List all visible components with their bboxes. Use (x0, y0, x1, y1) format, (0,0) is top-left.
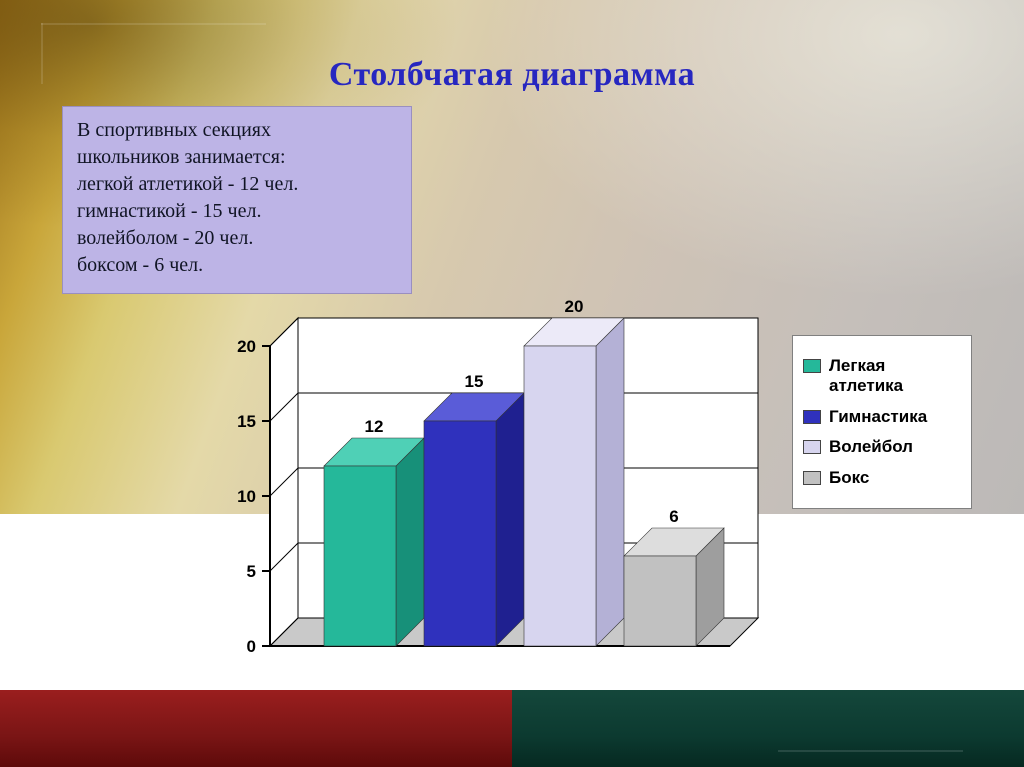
svg-text:6: 6 (669, 507, 678, 526)
svg-text:10: 10 (237, 487, 256, 506)
legend-label: Легкая атлетика (829, 356, 961, 397)
svg-text:20: 20 (565, 297, 584, 316)
chart-title: Столбчатая диаграмма (0, 56, 1024, 94)
legend-label: Гимнастика (829, 407, 961, 427)
description-line: В спортивных секциях (77, 117, 397, 144)
legend-swatch (803, 440, 821, 454)
svg-text:15: 15 (465, 372, 484, 391)
svg-text:15: 15 (237, 412, 256, 431)
legend-swatch (803, 359, 821, 373)
legend-label: Волейбол (829, 437, 961, 457)
description-line: легкой атлетикой - 12 чел. (77, 171, 397, 198)
legend-swatch (803, 410, 821, 424)
description-line: школьников занимается: (77, 144, 397, 171)
svg-text:20: 20 (237, 337, 256, 356)
bar-chart-svg: 0 5 10 15 20 12 15 20 6 (170, 296, 770, 676)
legend-item: Бокс (803, 468, 961, 488)
description-box: В спортивных секциях школьников занимает… (62, 106, 412, 294)
chart-legend: Легкая атлетика Гимнастика Волейбол Бокс (792, 335, 972, 509)
bar-chart: 0 5 10 15 20 12 15 20 6 (170, 296, 770, 676)
legend-swatch (803, 471, 821, 485)
description-line: боксом - 6 чел. (77, 252, 397, 279)
svg-text:0: 0 (247, 637, 256, 656)
svg-text:12: 12 (365, 417, 384, 436)
svg-text:5: 5 (247, 562, 256, 581)
legend-item: Гимнастика (803, 407, 961, 427)
legend-item: Волейбол (803, 437, 961, 457)
legend-label: Бокс (829, 468, 961, 488)
description-line: волейболом - 20 чел. (77, 225, 397, 252)
legend-item: Легкая атлетика (803, 356, 961, 397)
description-line: гимнастикой - 15 чел. (77, 198, 397, 225)
